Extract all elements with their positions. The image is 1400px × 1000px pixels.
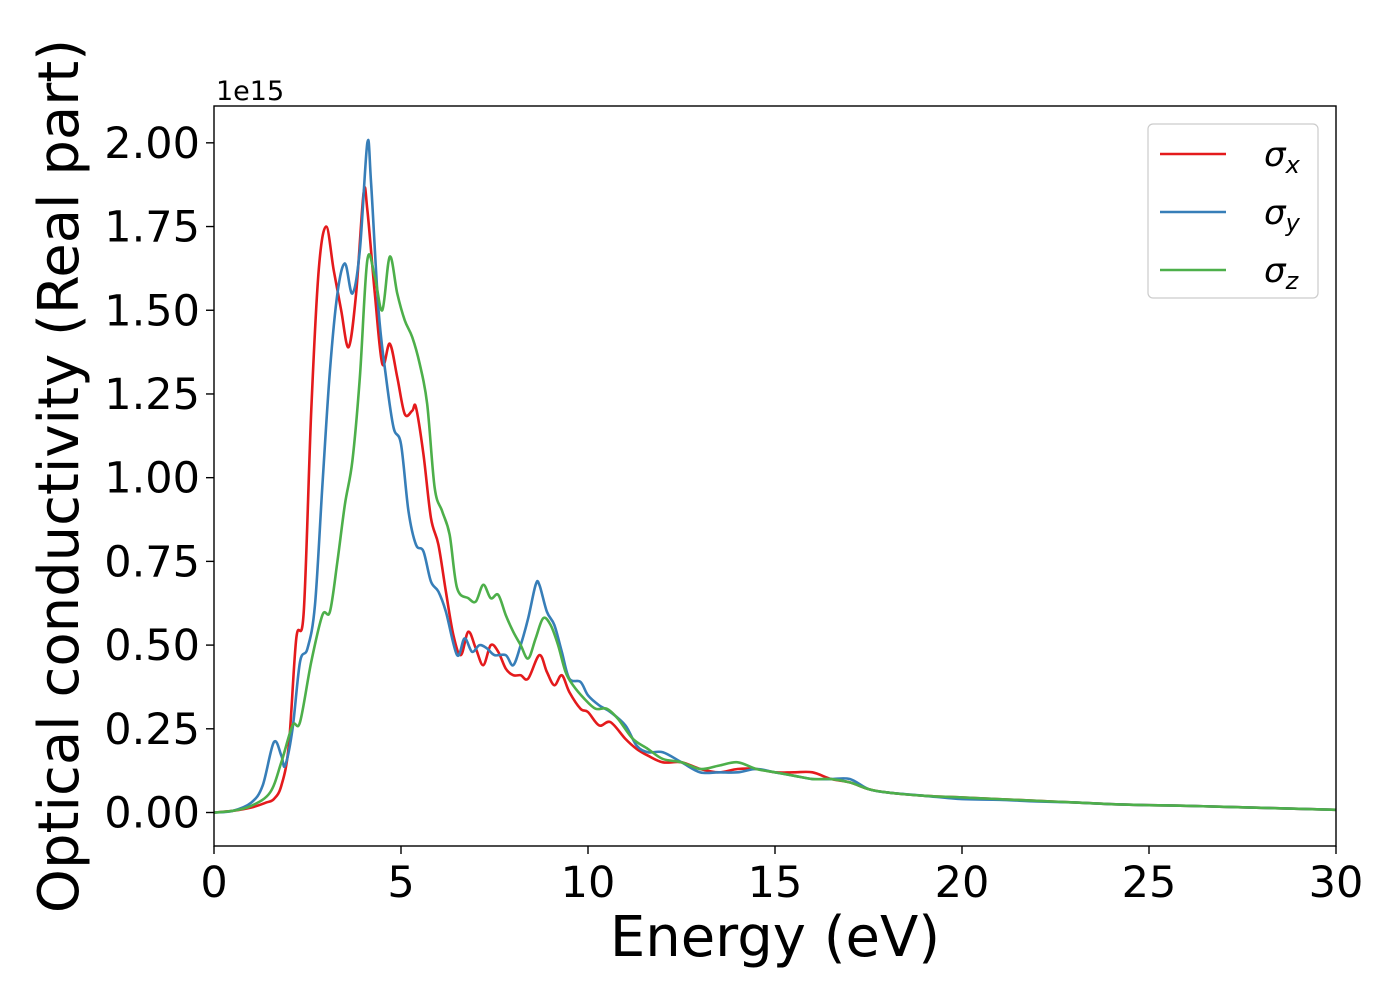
y-axis-label: Optical conductivity (Real part): [27, 39, 92, 913]
y-tick-label: 1.25: [104, 370, 200, 420]
series-layer: [213, 138, 1337, 814]
y-tick-label: 0.50: [104, 621, 200, 671]
y-tick-label: 0.25: [104, 705, 200, 755]
series-line-z: [213, 253, 1337, 814]
legend-item-z: σz: [1160, 251, 1300, 295]
y-tick-label: 1.75: [104, 203, 200, 253]
x-axis-ticks: 0 5 10 15 20 25 30: [200, 846, 1363, 908]
x-axis-label: Energy (eV): [610, 905, 940, 970]
x-tick-label: 10: [561, 858, 616, 908]
legend-item-y: σy: [1160, 193, 1301, 237]
legend-label: σx: [1264, 135, 1301, 179]
y-axis-offset-label: 1e15: [216, 76, 284, 107]
y-tick-label: 0.00: [104, 789, 200, 839]
x-tick-label: 25: [1122, 858, 1177, 908]
y-axis-ticks: 0.00 0.25 0.50 0.75 1.00 1.25 1.50 1.75 2.00: [104, 119, 214, 839]
legend-item-x: σx: [1160, 135, 1301, 179]
x-tick-label: 0: [200, 858, 227, 908]
x-tick-label: 5: [387, 858, 414, 908]
y-tick-label: 2.00: [104, 119, 200, 169]
y-tick-label: 1.50: [104, 286, 200, 336]
legend-label: σz: [1264, 251, 1300, 295]
legend-label: σy: [1264, 193, 1301, 237]
y-tick-label: 0.75: [104, 537, 200, 587]
x-tick-label: 20: [935, 858, 990, 908]
x-tick-label: 15: [748, 858, 803, 908]
legend-box: [1147, 123, 1319, 299]
legend: σx σy σz: [1147, 123, 1319, 299]
x-tick-label: 30: [1309, 858, 1364, 908]
y-tick-label: 1.00: [104, 454, 200, 504]
